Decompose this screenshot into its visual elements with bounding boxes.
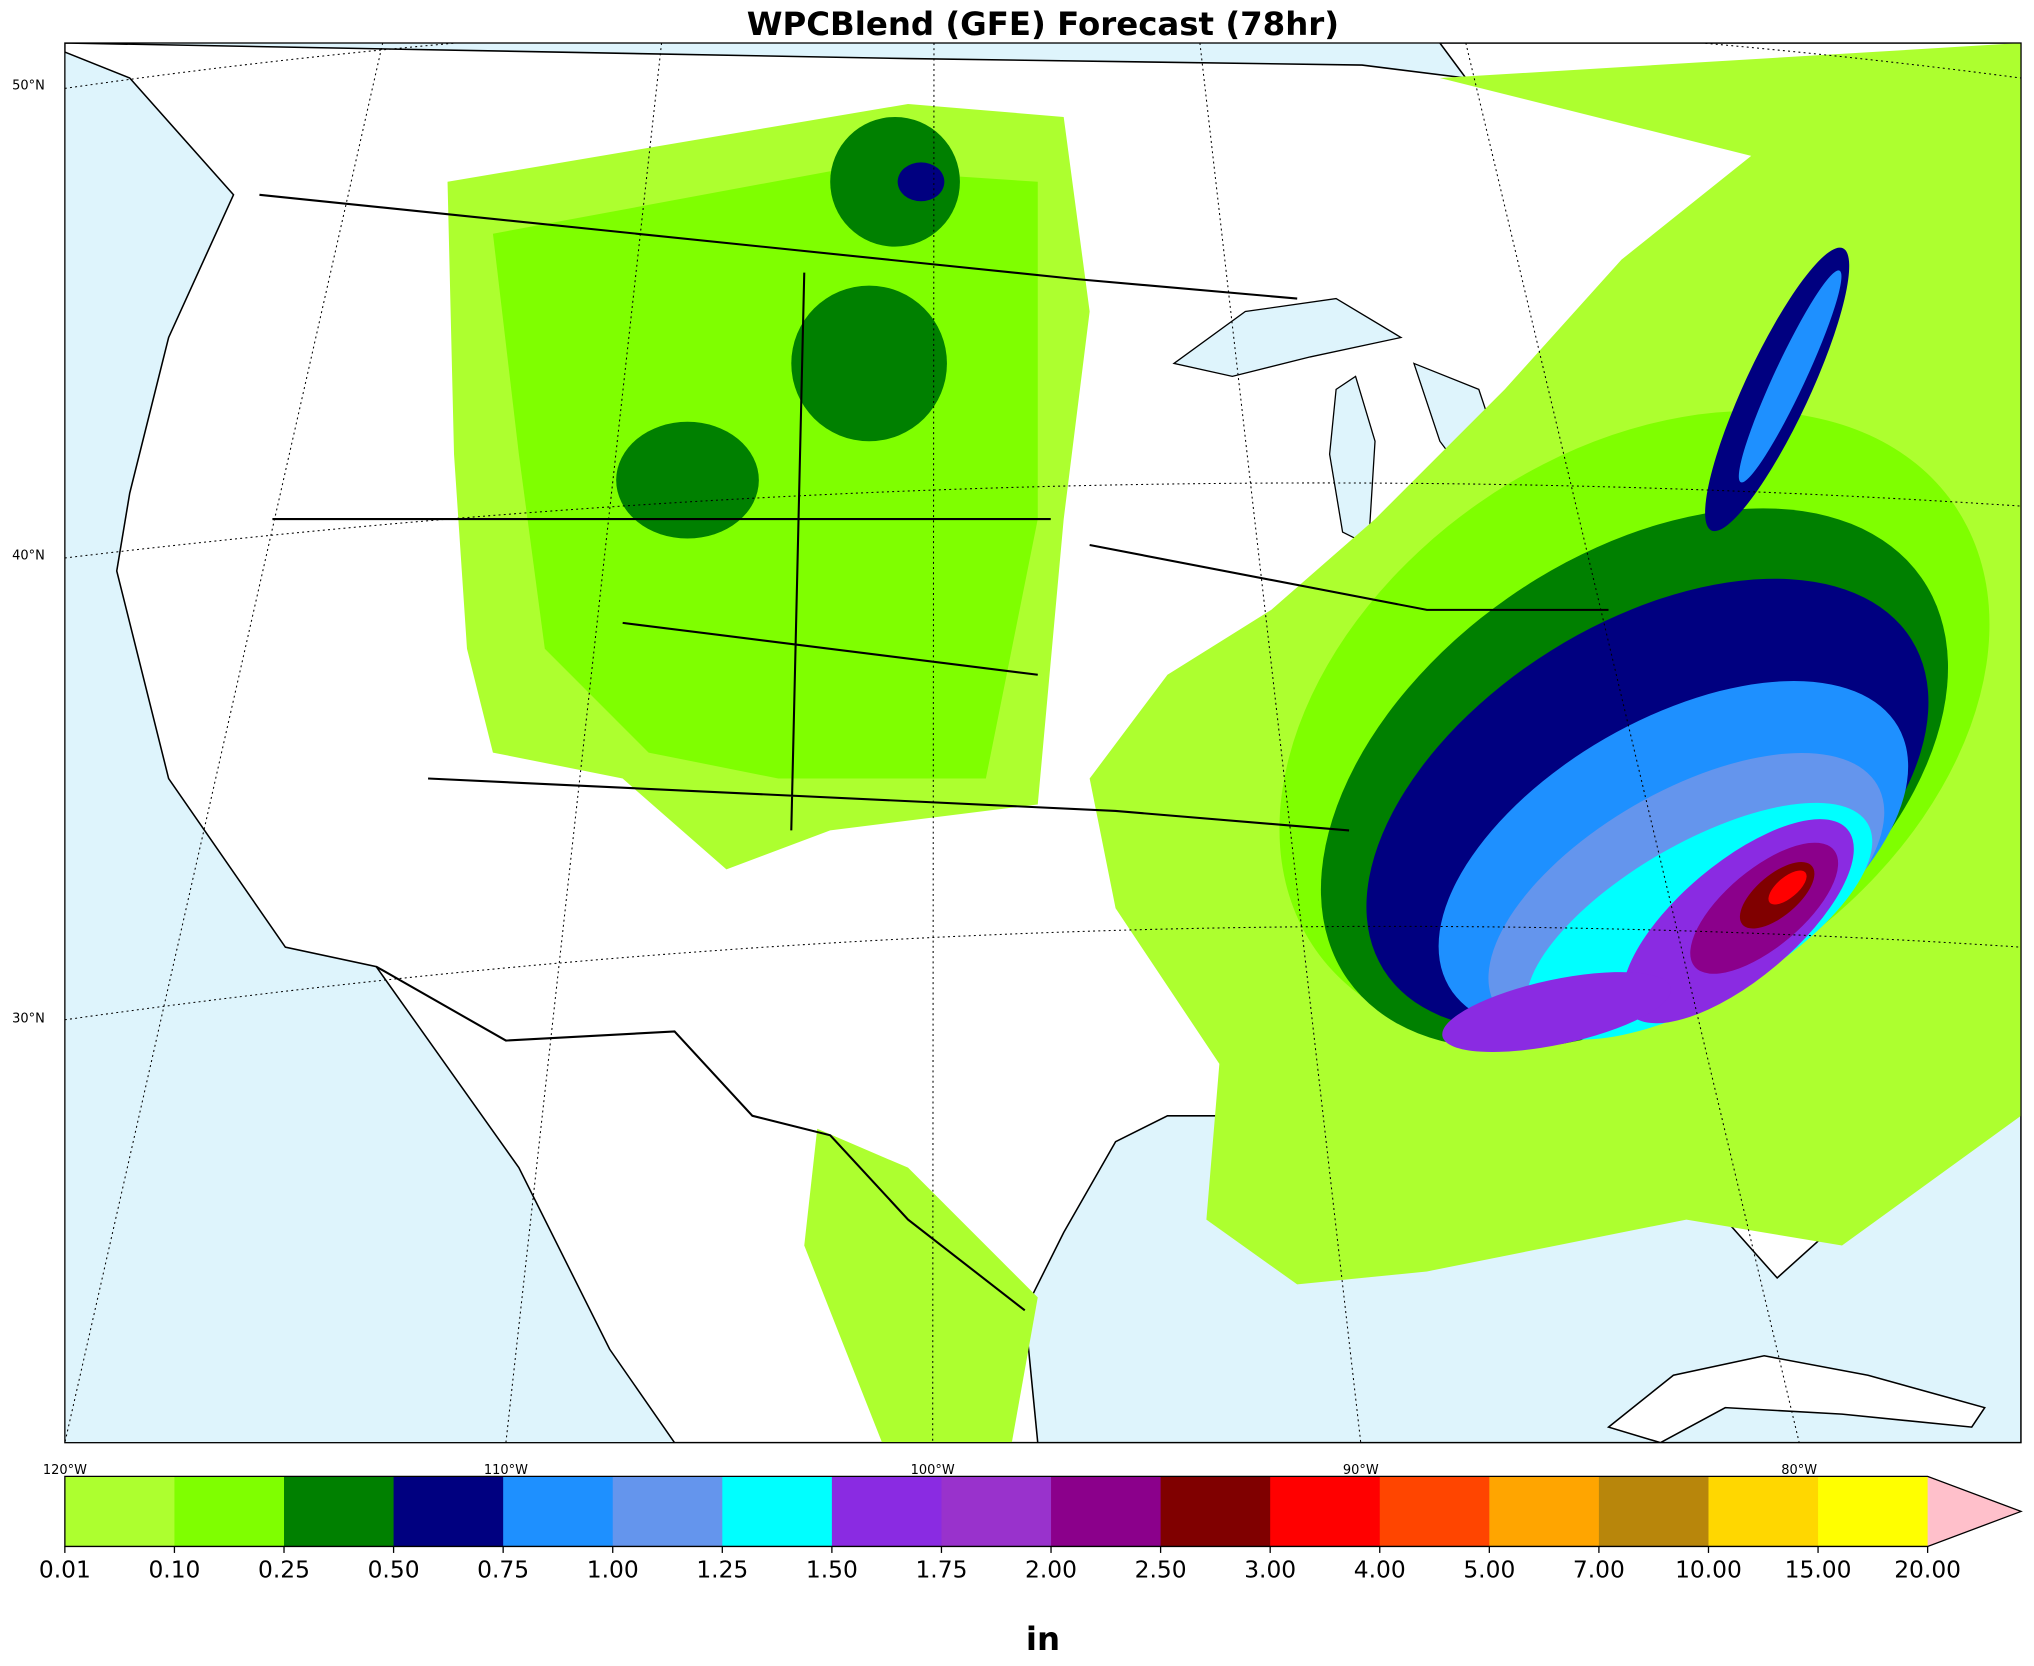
colorbar-tick-label: 0.75 [477, 1556, 529, 1584]
lon-label: 90°W [1343, 1463, 1379, 1478]
colorbar-extend [1927, 1476, 2022, 1547]
colorbar-segment [174, 1476, 285, 1547]
lat-label: 40°N [12, 548, 45, 563]
colorbar-tick-label: 0.50 [368, 1556, 420, 1584]
colorbar-tick-label: 2.00 [1025, 1556, 1077, 1584]
colorbar-segment [831, 1476, 943, 1547]
colorbar-segment [284, 1476, 395, 1547]
colorbar-unit: in [1026, 1620, 1060, 1658]
colorbar-tick-label: 1.75 [915, 1556, 967, 1584]
colorbar-tick-label: 2.50 [1135, 1556, 1187, 1584]
colorbar-segment [612, 1476, 723, 1547]
colorbar-segment [722, 1476, 833, 1547]
lat-label: 50°N [12, 79, 45, 94]
colorbar-tick-label: 4.00 [1354, 1556, 1406, 1584]
colorbar-tick-label: 7.00 [1573, 1556, 1625, 1584]
colorbar-tick-label: 0.25 [258, 1556, 310, 1584]
colorbar-segment [503, 1476, 614, 1547]
cuba [1606, 1354, 1986, 1443]
colorbar-tick-label: 10.00 [1675, 1556, 1742, 1584]
lat-label: 30°N [12, 1011, 45, 1026]
colorbar-outline [64, 1475, 2023, 1548]
colorbar-tick-label: 0.01 [39, 1556, 91, 1584]
colorbar-segment [1598, 1476, 1710, 1547]
colorbar-tick-label: 0.10 [148, 1556, 200, 1584]
lon-label: 110°W [484, 1463, 528, 1478]
lon-label: 80°W [1781, 1463, 1817, 1478]
colorbar-tick-label: 1.00 [587, 1556, 639, 1584]
lon-label: 100°W [911, 1463, 955, 1478]
colorbar-segment [64, 1476, 176, 1547]
colorbar-tick-label: 3.00 [1244, 1556, 1296, 1584]
colorbar-segment [941, 1476, 1052, 1547]
colorbar-tick-label: 5.00 [1463, 1556, 1515, 1584]
colorbar-tick-label: 20.00 [1894, 1556, 1961, 1584]
colorbar-segment [1708, 1476, 1819, 1547]
colorbar: 0.01 0.10 0.25 0.50 0.75 1.00 1.25 1.50 1.75 2.00… [39, 1475, 2023, 1584]
colorbar-segment [1818, 1476, 1929, 1547]
graticule [64, 43, 2022, 1443]
colorbar-segment [1160, 1476, 1271, 1547]
colorbar-segment [1379, 1476, 1490, 1547]
borders [259, 193, 1609, 1312]
colorbar-segment [1051, 1476, 1162, 1547]
colorbar-segment [1489, 1476, 1600, 1547]
colorbar-tick-label: 1.50 [806, 1556, 858, 1584]
colorbar-tick-label: 1.25 [696, 1556, 748, 1584]
map [64, 43, 2022, 1443]
colorbar-tick-label: 15.00 [1785, 1556, 1852, 1584]
lon-label: 120°W [43, 1463, 87, 1478]
map-frame [64, 42, 2022, 1444]
precipitation [447, 43, 2022, 1443]
colorbar-segment [393, 1476, 504, 1547]
colorbar-segment [1270, 1476, 1381, 1547]
title: WPCBlend (GFE) Forecast (78hr) [747, 5, 1339, 43]
